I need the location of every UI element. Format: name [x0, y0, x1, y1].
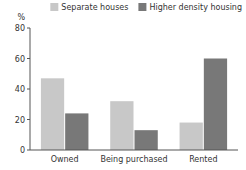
y-tick-label: 80 — [15, 24, 25, 33]
legend: Separate houses Higher density housing — [50, 3, 242, 12]
legend-swatch — [50, 3, 58, 11]
bar — [65, 113, 88, 150]
legend-label: Higher density housing — [149, 3, 242, 12]
bar — [41, 78, 64, 150]
x-tick-label: Owned — [51, 155, 79, 164]
bar — [110, 101, 133, 150]
bar — [180, 123, 203, 150]
legend-swatch — [138, 3, 146, 11]
bar — [135, 130, 158, 150]
y-tick-label: 60 — [15, 55, 25, 64]
x-tick-label: Being purchased — [100, 155, 167, 164]
chart: 0 20 40 60 80 Owned Being purchased Rented% Sepa… — [0, 0, 246, 170]
y-axis-label: % — [17, 13, 25, 22]
y-tick-label: 20 — [15, 116, 25, 125]
x-tick-label: Rented — [189, 155, 217, 164]
x-axis — [30, 150, 238, 151]
bar — [204, 59, 227, 151]
bars — [41, 59, 227, 151]
y-tick-label: 0 — [20, 146, 25, 155]
legend-label: Separate houses — [61, 3, 128, 12]
y-tick-label: 40 — [15, 85, 25, 94]
y-axis — [30, 28, 31, 150]
